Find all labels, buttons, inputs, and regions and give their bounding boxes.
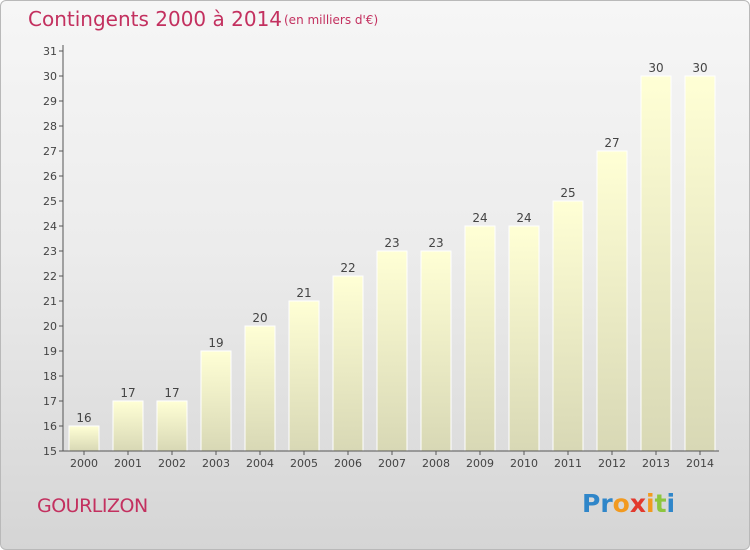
y-tick-label-16: 16 [43,420,57,433]
y-tick-label-17: 17 [43,395,57,408]
x-tick-label-2010: 2010 [510,457,538,470]
bar-2002 [156,400,188,452]
bar-2011 [552,200,584,452]
y-tick-label-20: 20 [43,320,57,333]
logo-letter: i [666,489,676,518]
y-tick-label-28: 28 [43,120,57,133]
x-tick-label-2001: 2001 [114,457,142,470]
bars-group: 16 17 17 19 20 21 22 23 23 24 24 25 27 30 30 [68,61,716,452]
y-tick-label-27: 27 [43,145,57,158]
x-tick-label-2007: 2007 [378,457,406,470]
x-tick-label-2005: 2005 [290,457,318,470]
logo-letter: x [629,489,646,518]
value-label-2004: 20 [252,311,267,325]
value-label-2012: 27 [604,136,619,150]
value-label-2013: 30 [648,61,663,75]
logo-letter: t [654,489,667,518]
x-tick-label-2013: 2013 [642,457,670,470]
value-label-2001: 17 [120,386,135,400]
bar-2004 [244,325,276,452]
value-label-2007: 23 [384,236,399,250]
logo-letter: o [612,489,630,518]
bar-2007 [376,250,408,452]
y-tick-label-22: 22 [43,270,57,283]
y-tick-label-25: 25 [43,195,57,208]
value-label-2005: 21 [296,286,311,300]
value-label-2011: 25 [560,186,575,200]
x-tick-label-2009: 2009 [466,457,494,470]
y-tick-label-15: 15 [43,445,57,458]
y-tick-label-23: 23 [43,245,57,258]
x-tick-label-2006: 2006 [334,457,362,470]
value-label-2009: 24 [472,211,487,225]
x-tick-label-2014: 2014 [686,457,714,470]
chart-title: Contingents 2000 à 2014 [28,7,283,31]
x-tick-label-2002: 2002 [158,457,186,470]
logo-letter: i [646,489,655,518]
value-label-2010: 24 [516,211,531,225]
value-label-2002: 17 [164,386,179,400]
bar-2013 [640,75,672,452]
bar-2005 [288,300,320,452]
value-label-2006: 22 [340,261,355,275]
bar-2009 [464,225,496,452]
y-tick-label-26: 26 [43,170,57,183]
value-label-2000: 16 [76,411,91,425]
x-tick-label-2004: 2004 [246,457,274,470]
y-tick-label-19: 19 [43,345,57,358]
y-tick-label-31: 31 [43,45,57,58]
bar-2001 [112,400,144,452]
axes-group: 2000 2001 2002 2003 2004 2005 2006 2007 2008 2009… [43,45,719,470]
chart-subtitle: (en milliers d'€) [284,13,379,27]
logo-letter: r [600,489,613,518]
value-label-2003: 19 [208,336,223,350]
x-tick-label-2012: 2012 [598,457,626,470]
bar-2008 [420,250,452,452]
bar-2000 [68,425,100,452]
x-tick-label-2008: 2008 [422,457,450,470]
bar-2003 [200,350,232,452]
value-label-2008: 23 [428,236,443,250]
x-tick-label-2000: 2000 [70,457,98,470]
y-tick-label-21: 21 [43,295,57,308]
y-tick-label-24: 24 [43,220,57,233]
value-label-2014: 30 [692,61,707,75]
x-tick-label-2011: 2011 [554,457,582,470]
y-tick-label-30: 30 [43,70,57,83]
logo-letter: P [582,489,601,518]
bar-2012 [596,150,628,452]
bar-2014 [684,75,716,452]
bar-2010 [508,225,540,452]
bar-2006 [332,275,364,452]
y-tick-label-29: 29 [43,95,57,108]
y-tick-label-18: 18 [43,370,57,383]
x-tick-label-2003: 2003 [202,457,230,470]
city-name: GOURLIZON [37,495,148,517]
proxiti-logo[interactable]: Proxiti [582,489,675,518]
